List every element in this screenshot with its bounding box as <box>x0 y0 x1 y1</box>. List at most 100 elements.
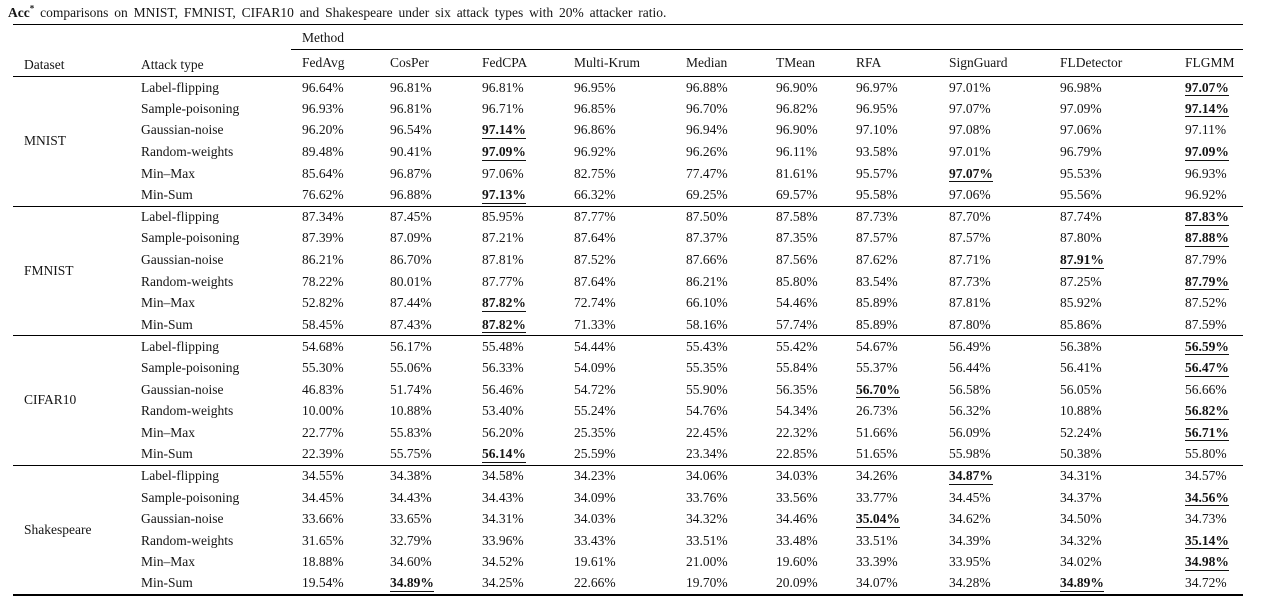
value-cell: 87.52% <box>1185 295 1227 311</box>
value-cell: 55.48% <box>482 338 524 354</box>
value-cell: 32.79% <box>390 532 432 548</box>
value-cell: 96.54% <box>390 122 432 138</box>
value-cell: 85.80% <box>776 273 818 289</box>
value-cell: 34.38% <box>390 468 432 484</box>
value-cell: 96.98% <box>1060 79 1102 95</box>
value-cell: 87.50% <box>686 209 728 225</box>
attack-type-cell: Min-Sum <box>141 187 193 203</box>
caption-metric-name: Acc* <box>8 3 35 20</box>
best-value: 56.82% <box>1185 403 1229 420</box>
value-cell: 96.97% <box>856 79 898 95</box>
value-cell: 34.72% <box>1185 575 1227 591</box>
value-cell: 72.74% <box>574 295 616 311</box>
value-cell: 19.54% <box>302 575 344 591</box>
best-value: 35.14% <box>1185 532 1229 550</box>
value-cell: 25.35% <box>574 424 616 440</box>
value-cell: 87.37% <box>686 230 728 246</box>
best-value: 34.89% <box>1060 575 1104 592</box>
attack-type-cell: Gaussian-noise <box>141 511 224 527</box>
table-row: Min–Max 18.88% 34.60% 34.52% 19.61% 21.00% 19.… <box>13 552 1243 574</box>
value-cell: 18.88% <box>302 554 344 570</box>
best-value: 34.56% <box>1185 489 1229 507</box>
header-method-tmean: TMean <box>776 55 815 70</box>
value-cell: 56.46% <box>482 381 524 397</box>
value-cell: 58.45% <box>302 316 344 332</box>
value-cell: 34.57% <box>1185 468 1227 484</box>
value-cell: 96.71% <box>482 100 524 116</box>
value-cell: 66.32% <box>574 187 616 203</box>
value-cell: 97.14% <box>1174 98 1243 120</box>
value-cell: 34.55% <box>302 468 344 484</box>
best-value: 56.70% <box>856 381 900 399</box>
attack-type-cell: Random-weights <box>141 273 234 289</box>
attack-type-cell: Sample-poisoning <box>141 100 240 116</box>
value-cell: 54.44% <box>574 338 616 354</box>
results-table: Dataset Attack type Method FedAvg CosPer F… <box>13 24 1244 596</box>
value-cell: 87.57% <box>856 230 898 246</box>
caption-superscript: * <box>29 3 35 14</box>
dataset-label: Shakespeare <box>24 521 92 537</box>
value-cell: 54.76% <box>686 403 728 419</box>
attack-type-cell: Gaussian-noise <box>141 252 224 268</box>
value-cell: 87.71% <box>949 252 991 268</box>
value-cell: 55.35% <box>686 360 728 376</box>
value-cell: 33.51% <box>856 532 898 548</box>
header-method-median: Median <box>686 55 728 70</box>
value-cell: 87.80% <box>1060 230 1102 246</box>
value-cell: 86.21% <box>686 273 728 289</box>
attack-type-cell: Sample-poisoning <box>141 230 240 246</box>
value-cell: 33.66% <box>302 511 344 527</box>
value-cell: 96.93% <box>302 100 344 116</box>
value-cell: 96.90% <box>776 79 818 95</box>
value-cell: 34.89% <box>379 573 471 595</box>
value-cell: 96.95% <box>856 100 898 116</box>
value-cell: 34.03% <box>776 468 818 484</box>
dataset-group-fmnist: FMNIST Label-flipping 87.34% 87.45% 85.95% 87… <box>13 206 1244 336</box>
header-row-methods: FedAvg CosPer FedCPA Multi-Krum Median TMean R… <box>13 50 1243 77</box>
value-cell: 33.76% <box>686 489 728 505</box>
value-cell: 87.58% <box>776 209 818 225</box>
value-cell: 96.82% <box>776 100 818 116</box>
value-cell: 56.71% <box>1174 422 1243 444</box>
value-cell: 34.37% <box>1060 489 1102 505</box>
value-cell: 87.09% <box>390 230 432 246</box>
table-row: Random-weights 78.22% 80.01% 87.77% 87.64% 86… <box>13 271 1243 293</box>
table-row: Min–Max 52.82% 87.44% 87.82% 72.74% 66.10% 54.… <box>13 292 1243 314</box>
value-cell: 97.06% <box>949 187 991 203</box>
value-cell: 34.46% <box>776 511 818 527</box>
value-cell: 46.83% <box>302 381 344 397</box>
value-cell: 87.35% <box>776 230 818 246</box>
value-cell: 97.09% <box>1060 100 1102 116</box>
value-cell: 34.31% <box>482 511 524 527</box>
value-cell: 87.79% <box>1174 271 1243 293</box>
value-cell: 56.41% <box>1060 360 1102 376</box>
table-row: Min-Sum 76.62% 96.88% 97.13% 66.32% 69.25% 69.… <box>13 184 1243 206</box>
value-cell: 34.32% <box>686 511 728 527</box>
value-cell: 97.06% <box>1060 122 1102 138</box>
value-cell: 97.10% <box>856 122 898 138</box>
value-cell: 56.47% <box>1174 357 1243 379</box>
attack-type-cell: Label-flipping <box>141 209 219 225</box>
header-method-fedcpa: FedCPA <box>482 55 528 70</box>
value-cell: 87.64% <box>574 273 616 289</box>
value-cell: 95.56% <box>1060 187 1102 203</box>
value-cell: 34.02% <box>1060 554 1102 570</box>
value-cell: 33.77% <box>856 489 898 505</box>
best-value: 97.14% <box>482 122 526 139</box>
best-value: 34.89% <box>390 575 434 592</box>
value-cell: 52.82% <box>302 295 344 311</box>
table-row: Sample-poisoning 55.30% 55.06% 56.33% 54.09%… <box>13 357 1243 379</box>
value-cell: 97.06% <box>482 165 524 181</box>
value-cell: 56.32% <box>949 403 991 419</box>
value-cell: 22.45% <box>686 424 728 440</box>
value-cell: 85.64% <box>302 165 344 181</box>
table-row: CIFAR10 Label-flipping 54.68% 56.17% 55.48% 5… <box>13 336 1243 407</box>
value-cell: 22.77% <box>302 424 344 440</box>
attack-type-cell: Sample-poisoning <box>141 360 240 376</box>
best-value: 56.71% <box>1185 424 1229 442</box>
value-cell: 34.07% <box>856 575 898 591</box>
value-cell: 34.03% <box>574 511 616 527</box>
header-attack-type: Attack type <box>141 57 204 72</box>
value-cell: 87.25% <box>1060 273 1102 289</box>
value-cell: 97.08% <box>949 122 991 138</box>
